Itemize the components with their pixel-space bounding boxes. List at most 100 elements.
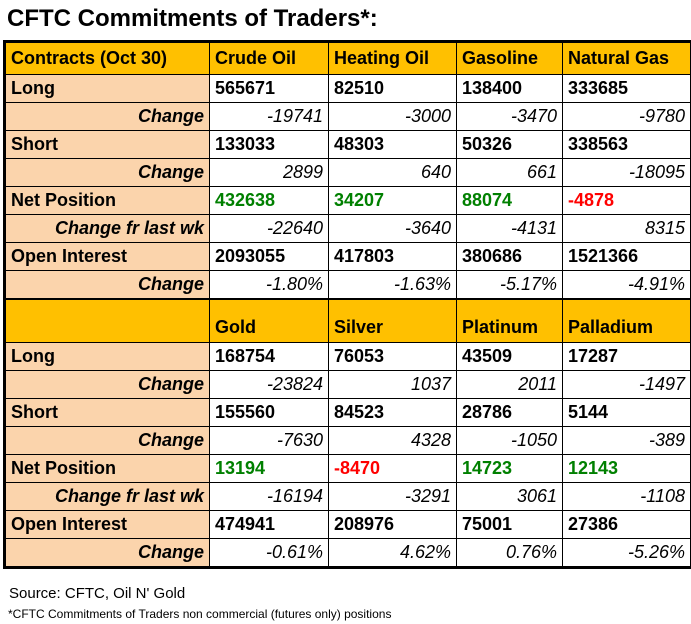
value-cell: 208976 xyxy=(329,511,457,539)
value-cell: -7630 xyxy=(210,427,329,455)
value-cell: 28786 xyxy=(457,399,563,427)
value-cell: -1050 xyxy=(457,427,563,455)
row-label: Change fr last wk xyxy=(5,215,210,243)
value-cell: 1037 xyxy=(329,371,457,399)
page-title: CFTC Commitments of Traders*: xyxy=(7,5,689,33)
value-cell: -16194 xyxy=(210,483,329,511)
column-header: Platinum xyxy=(457,299,563,343)
row-label: Change xyxy=(5,103,210,131)
column-header: Silver xyxy=(329,299,457,343)
row-label: Long xyxy=(5,75,210,103)
value-cell: -18095 xyxy=(563,159,691,187)
value-cell: -23824 xyxy=(210,371,329,399)
row-label: Short xyxy=(5,399,210,427)
value-cell: 8315 xyxy=(563,215,691,243)
value-cell: 76053 xyxy=(329,343,457,371)
value-cell: -8470 xyxy=(329,455,457,483)
column-header: Heating Oil xyxy=(329,42,457,75)
value-cell: -3291 xyxy=(329,483,457,511)
value-cell: 1521366 xyxy=(563,243,691,271)
value-cell: 2093055 xyxy=(210,243,329,271)
table-row: Change-1.80%-1.63%-5.17%-4.91% xyxy=(5,271,691,300)
value-cell: -4131 xyxy=(457,215,563,243)
table-row: Change-19741-3000-3470-9780 xyxy=(5,103,691,131)
value-cell: 565671 xyxy=(210,75,329,103)
row-label: Change xyxy=(5,159,210,187)
value-cell: 138400 xyxy=(457,75,563,103)
footnote-text: *CFTC Commitments of Traders non commerc… xyxy=(8,607,689,621)
row-label: Long xyxy=(5,343,210,371)
value-cell: -389 xyxy=(563,427,691,455)
value-cell: 168754 xyxy=(210,343,329,371)
row-label: Short xyxy=(5,131,210,159)
row-label-header: Contracts (Oct 30) xyxy=(5,42,210,75)
row-label: Net Position xyxy=(5,187,210,215)
value-cell: -1497 xyxy=(563,371,691,399)
row-label: Net Position xyxy=(5,455,210,483)
value-cell: 50326 xyxy=(457,131,563,159)
row-label: Change xyxy=(5,371,210,399)
value-cell: 4328 xyxy=(329,427,457,455)
row-label: Change xyxy=(5,539,210,568)
value-cell: 48303 xyxy=(329,131,457,159)
value-cell: 0.76% xyxy=(457,539,563,568)
row-label: Open Interest xyxy=(5,243,210,271)
value-cell: -22640 xyxy=(210,215,329,243)
value-cell: 417803 xyxy=(329,243,457,271)
value-cell: 75001 xyxy=(457,511,563,539)
row-label: Change xyxy=(5,271,210,300)
value-cell: -3640 xyxy=(329,215,457,243)
column-header: Natural Gas xyxy=(563,42,691,75)
value-cell: 12143 xyxy=(563,455,691,483)
value-cell: 84523 xyxy=(329,399,457,427)
column-header: Crude Oil xyxy=(210,42,329,75)
value-cell: 88074 xyxy=(457,187,563,215)
value-cell: -1108 xyxy=(563,483,691,511)
value-cell: -4878 xyxy=(563,187,691,215)
value-cell: -1.63% xyxy=(329,271,457,300)
value-cell: 5144 xyxy=(563,399,691,427)
value-cell: -9780 xyxy=(563,103,691,131)
value-cell: 34207 xyxy=(329,187,457,215)
value-cell: 43509 xyxy=(457,343,563,371)
value-cell: 82510 xyxy=(329,75,457,103)
value-cell: 17287 xyxy=(563,343,691,371)
value-cell: 2011 xyxy=(457,371,563,399)
row-label: Open Interest xyxy=(5,511,210,539)
value-cell: -1.80% xyxy=(210,271,329,300)
value-cell: -5.17% xyxy=(457,271,563,300)
value-cell: -19741 xyxy=(210,103,329,131)
value-cell: -3000 xyxy=(329,103,457,131)
column-header: Palladium xyxy=(563,299,691,343)
value-cell: 4.62% xyxy=(329,539,457,568)
value-cell: 380686 xyxy=(457,243,563,271)
source-text: Source: CFTC, Oil N' Gold xyxy=(9,585,689,602)
value-cell: 640 xyxy=(329,159,457,187)
value-cell: -4.91% xyxy=(563,271,691,300)
value-cell: 661 xyxy=(457,159,563,187)
row-label: Change xyxy=(5,427,210,455)
value-cell: -5.26% xyxy=(563,539,691,568)
value-cell: -3470 xyxy=(457,103,563,131)
row-label-header xyxy=(5,299,210,343)
value-cell: 13194 xyxy=(210,455,329,483)
value-cell: -0.61% xyxy=(210,539,329,568)
value-cell: 27386 xyxy=(563,511,691,539)
row-label: Change fr last wk xyxy=(5,483,210,511)
